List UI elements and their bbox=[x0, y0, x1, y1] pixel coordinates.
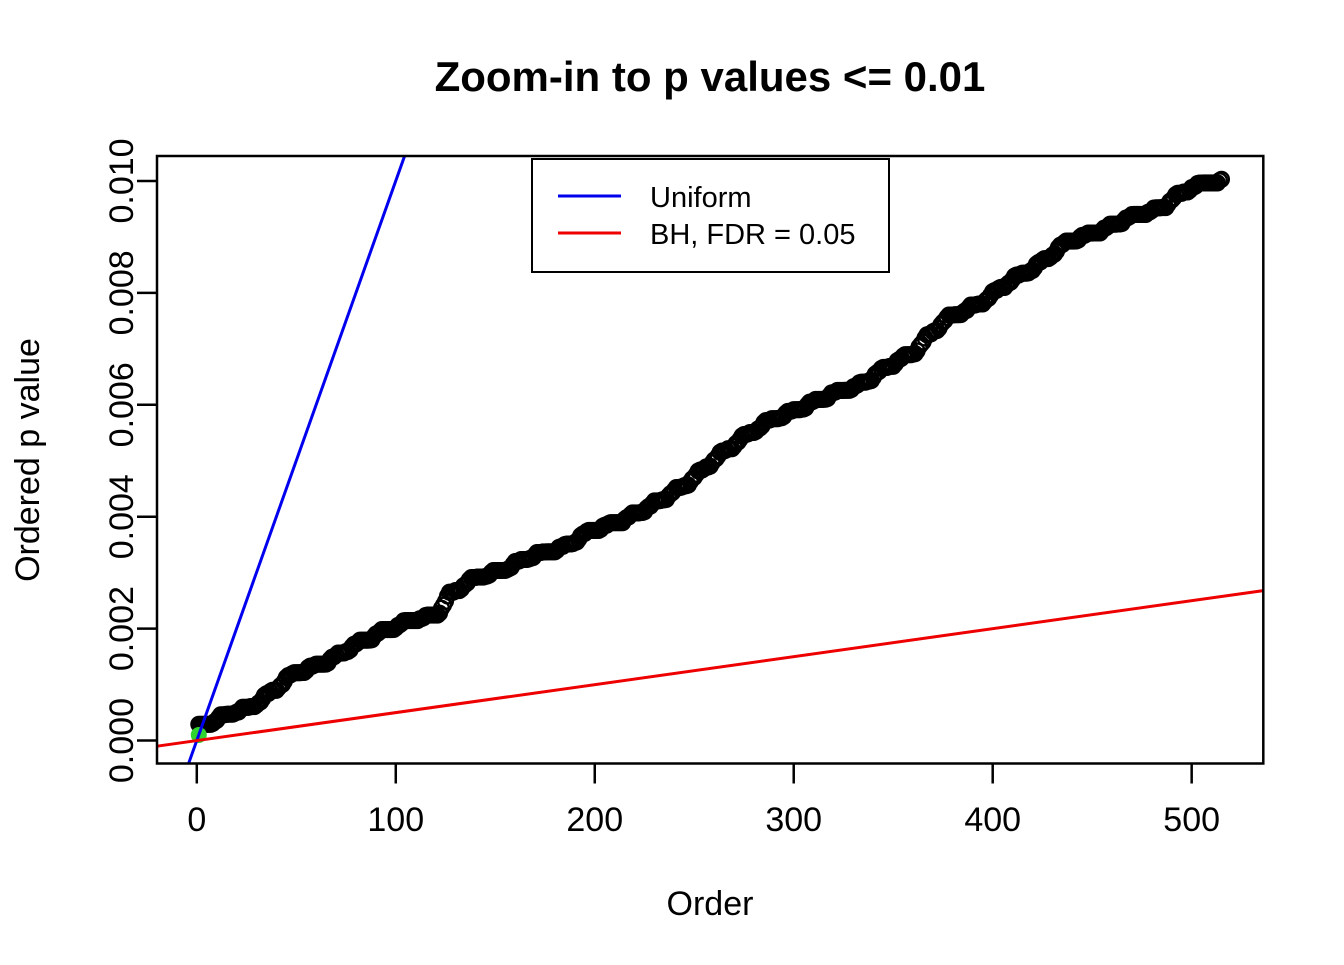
y-axis-label: Ordered p value bbox=[9, 338, 47, 582]
y-tick-label: 0.010 bbox=[103, 138, 141, 223]
y-tick-label: 0.002 bbox=[103, 586, 141, 671]
x-tick-label: 200 bbox=[566, 801, 623, 839]
plot-box bbox=[155, 154, 1265, 765]
p-value-point bbox=[1208, 174, 1227, 192]
x-tick-label: 0 bbox=[187, 801, 206, 839]
x-axis-label: Order bbox=[667, 885, 754, 923]
y-tick-label: 0.004 bbox=[103, 474, 141, 559]
x-tick-label: 500 bbox=[1163, 801, 1220, 839]
y-tick-label: 0.008 bbox=[103, 250, 141, 335]
uniform-line bbox=[187, 155, 407, 765]
y-tick-label: 0.000 bbox=[103, 698, 141, 783]
x-tick-label: 300 bbox=[765, 801, 822, 839]
legend-frame bbox=[531, 158, 890, 273]
chart-title: Zoom-in to p values <= 0.01 bbox=[435, 53, 986, 100]
y-tick-label: 0.006 bbox=[103, 362, 141, 447]
x-tick-label: 400 bbox=[964, 801, 1021, 839]
bh-line bbox=[156, 589, 1264, 748]
legend-entry-label: BH, FDR = 0.05 bbox=[650, 219, 856, 251]
data-points bbox=[190, 170, 1231, 743]
p-value-point bbox=[910, 338, 928, 356]
x-tick-label: 100 bbox=[367, 801, 424, 839]
reference-lines bbox=[156, 155, 1264, 765]
p-value-point bbox=[1212, 170, 1231, 188]
legend: Uniform BH, FDR = 0.05 bbox=[531, 158, 890, 273]
axes: 0 100 200 300 400 500 0.000 0.002 0.004 0.006 0.00… bbox=[103, 138, 1220, 839]
legend-entry-label: Uniform bbox=[650, 182, 752, 214]
